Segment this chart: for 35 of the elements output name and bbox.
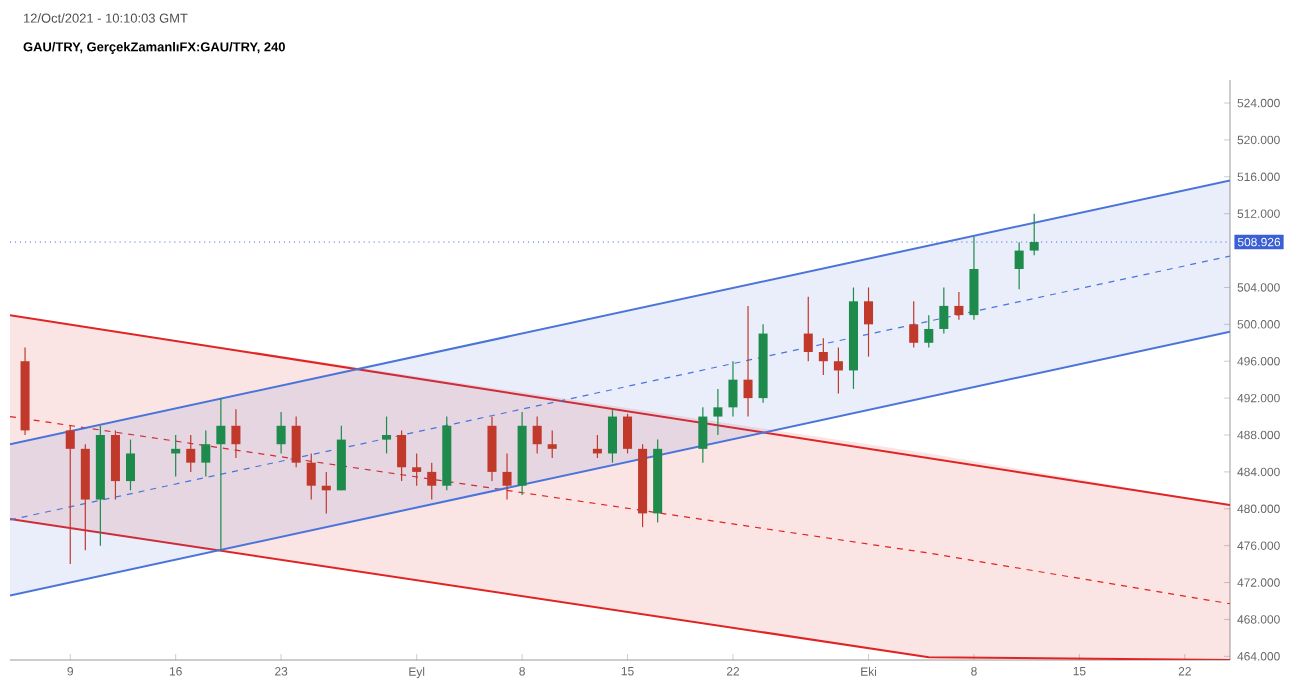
candlestick	[231, 408, 241, 459]
candlestick	[110, 429, 120, 501]
candlestick	[939, 286, 949, 335]
candlestick	[502, 452, 512, 501]
candlestick	[909, 300, 919, 348]
candlestick	[186, 434, 196, 473]
candlestick	[306, 452, 316, 501]
candlestick	[547, 429, 557, 459]
candlestick	[201, 429, 211, 478]
candlestick	[397, 429, 407, 482]
candlestick	[713, 388, 723, 436]
candlestick	[743, 305, 753, 418]
candlestick	[607, 409, 617, 464]
candlestick	[276, 411, 286, 455]
candlestick	[818, 337, 828, 376]
candlestick	[216, 397, 226, 551]
candlestick	[427, 462, 437, 501]
candlestick	[65, 425, 75, 565]
candlestick	[532, 415, 542, 455]
candlestick	[487, 415, 497, 482]
candlestick	[833, 346, 843, 395]
candlestick	[291, 415, 301, 468]
candlestick	[698, 406, 708, 464]
candlestick	[1029, 213, 1039, 256]
candlestick	[382, 415, 392, 455]
candlestick	[969, 236, 979, 321]
candlestick	[412, 452, 422, 487]
candlestick	[803, 296, 813, 362]
candlestick	[924, 314, 934, 348]
candlestick	[864, 286, 874, 358]
candlestick	[1014, 241, 1024, 290]
candlestick	[623, 413, 633, 455]
candlestick	[125, 439, 136, 491]
candlestick	[728, 360, 738, 418]
candlestick	[954, 291, 964, 321]
